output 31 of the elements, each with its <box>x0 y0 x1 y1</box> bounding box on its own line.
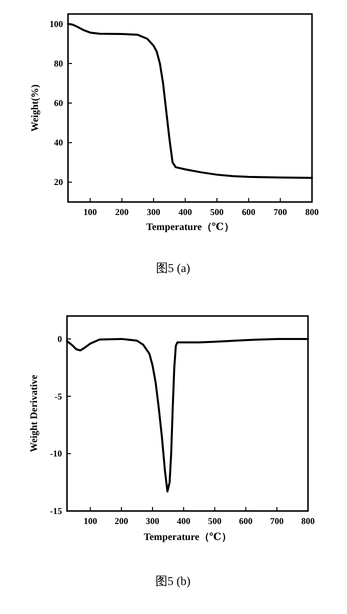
y-tick-label: -15 <box>50 506 62 516</box>
caption: 图5 (b) <box>156 574 190 588</box>
y-tick-label: 60 <box>54 98 64 108</box>
y-axis-title: Weight(%) <box>30 84 41 132</box>
x-tick-label: 300 <box>146 516 160 526</box>
y-tick-label: -5 <box>54 391 62 402</box>
x-tick-label: 500 <box>208 516 222 526</box>
x-tick-label: 700 <box>270 516 284 526</box>
x-axis-title: Temperature（℃） <box>146 222 234 233</box>
x-tick-label: 400 <box>178 207 192 217</box>
x-tick-label: 200 <box>115 207 130 217</box>
x-tick-label: 100 <box>83 207 98 217</box>
x-tick-label: 600 <box>239 516 254 526</box>
y-tick-label: 0 <box>58 334 62 344</box>
x-tick-label: 400 <box>176 516 191 526</box>
x-tick-label: 100 <box>84 516 98 526</box>
x-axis-title: Temperature（℃） <box>144 532 232 543</box>
x-tick-label: 600 <box>242 207 256 217</box>
x-tick-label: 800 <box>305 207 320 217</box>
x-tick-label: 700 <box>274 207 288 217</box>
x-tick-label: 200 <box>114 516 129 526</box>
x-tick-label: 500 <box>210 207 224 217</box>
y-tick-label: 40 <box>54 138 64 148</box>
caption: 图5 (a) <box>156 261 190 275</box>
y-tick-label: 80 <box>54 58 64 68</box>
x-tick-label: 300 <box>146 207 161 217</box>
y-tick-label: 100 <box>50 18 64 29</box>
x-tick-label: 800 <box>301 516 316 526</box>
y-axis-title: Weight Derivative <box>29 374 40 452</box>
y-tick-label: 20 <box>54 177 64 188</box>
y-tick-label: -10 <box>50 448 62 459</box>
